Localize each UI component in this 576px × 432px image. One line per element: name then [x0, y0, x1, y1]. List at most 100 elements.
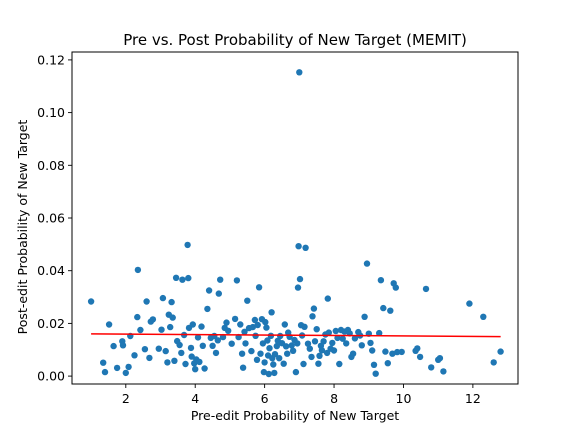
data-point-66 — [233, 277, 241, 284]
data-point-49 — [199, 342, 206, 349]
data-point-52 — [205, 287, 213, 294]
data-point-27 — [168, 298, 175, 306]
data-point-94 — [268, 309, 275, 316]
data-point-130 — [313, 326, 320, 333]
data-point-177 — [414, 345, 421, 352]
data-point-162 — [369, 347, 376, 354]
data-point-149 — [343, 340, 350, 347]
data-point-41 — [188, 353, 195, 360]
data-point-168 — [382, 348, 389, 355]
data-point-26 — [167, 323, 174, 331]
data-point-145 — [336, 360, 343, 368]
data-point-106 — [282, 343, 290, 350]
data-point-42 — [189, 321, 196, 328]
x-tick-label: 12 — [465, 391, 481, 406]
y-tick-label: 0.12 — [37, 52, 65, 67]
data-point-87 — [262, 318, 269, 326]
data-point-79 — [253, 356, 261, 363]
data-point-143 — [332, 327, 339, 335]
data-point-114 — [294, 340, 301, 347]
data-point-85 — [260, 368, 268, 376]
data-point-12 — [134, 266, 142, 274]
data-point-141 — [329, 339, 336, 347]
data-point-46 — [194, 334, 202, 341]
data-point-102 — [277, 332, 284, 340]
data-point-158 — [361, 313, 368, 320]
data-point-163 — [370, 361, 378, 368]
x-axis-label: Pre-edit Probability of New Target — [191, 408, 399, 423]
data-point-38 — [185, 274, 192, 282]
x-tick-label: 4 — [191, 391, 199, 406]
data-point-81 — [255, 284, 263, 291]
data-point-96 — [270, 361, 277, 368]
data-point-178 — [416, 353, 424, 361]
data-point-59 — [217, 276, 224, 283]
data-point-164 — [372, 370, 379, 377]
data-point-132 — [316, 352, 323, 359]
data-point-40 — [187, 344, 195, 352]
data-point-13 — [134, 313, 141, 321]
data-point-170 — [387, 307, 394, 314]
data-point-21 — [158, 326, 165, 333]
data-point-76 — [249, 323, 256, 331]
data-point-34 — [179, 276, 186, 283]
data-point-3 — [105, 321, 113, 328]
data-point-187 — [497, 348, 504, 355]
data-point-65 — [231, 315, 239, 323]
y-tick-label: 0.00 — [37, 369, 65, 384]
y-tick-label: 0.06 — [37, 211, 65, 226]
data-point-89 — [264, 337, 271, 344]
data-point-138 — [324, 295, 331, 302]
data-point-73 — [244, 297, 251, 304]
data-point-80 — [254, 321, 261, 329]
data-point-125 — [306, 345, 313, 352]
data-point-32 — [176, 341, 183, 349]
data-point-165 — [376, 329, 383, 337]
x-tick-label: 8 — [330, 391, 338, 406]
data-point-86 — [261, 359, 268, 366]
data-point-68 — [237, 321, 244, 328]
data-point-69 — [238, 350, 246, 357]
data-point-113 — [292, 368, 300, 376]
data-point-97 — [271, 369, 278, 377]
data-point-44 — [192, 366, 199, 373]
data-point-101 — [276, 355, 283, 362]
data-point-134 — [318, 347, 326, 354]
data-point-111 — [289, 347, 297, 354]
data-point-48 — [198, 323, 205, 330]
data-point-63 — [225, 327, 232, 334]
data-point-104 — [280, 360, 287, 367]
data-point-147 — [339, 335, 346, 342]
data-point-180 — [428, 364, 435, 371]
data-point-15 — [141, 346, 149, 353]
data-point-185 — [480, 313, 487, 320]
data-point-50 — [201, 365, 208, 372]
data-point-7 — [119, 342, 127, 349]
data-point-154 — [351, 335, 359, 342]
data-point-127 — [309, 313, 316, 320]
data-point-128 — [310, 305, 318, 312]
data-point-58 — [215, 290, 222, 297]
data-point-107 — [284, 350, 291, 357]
y-tick-label: 0.04 — [37, 263, 65, 278]
data-point-24 — [164, 359, 171, 366]
data-point-47 — [196, 358, 203, 366]
data-point-174 — [394, 348, 401, 356]
data-point-54 — [209, 342, 216, 349]
data-point-19 — [149, 316, 157, 323]
data-point-118 — [296, 275, 304, 283]
data-point-11 — [131, 352, 138, 359]
data-point-23 — [162, 347, 169, 355]
y-tick-label: 0.08 — [37, 158, 65, 173]
data-point-14 — [137, 326, 144, 334]
data-point-9 — [125, 363, 132, 371]
data-point-91 — [265, 370, 272, 378]
data-point-131 — [315, 360, 322, 367]
y-tick-label: 0.10 — [37, 105, 65, 120]
data-point-0 — [87, 298, 95, 305]
data-point-17 — [146, 354, 153, 362]
data-point-64 — [228, 340, 235, 347]
data-point-122 — [301, 323, 308, 330]
data-point-72 — [242, 340, 249, 347]
